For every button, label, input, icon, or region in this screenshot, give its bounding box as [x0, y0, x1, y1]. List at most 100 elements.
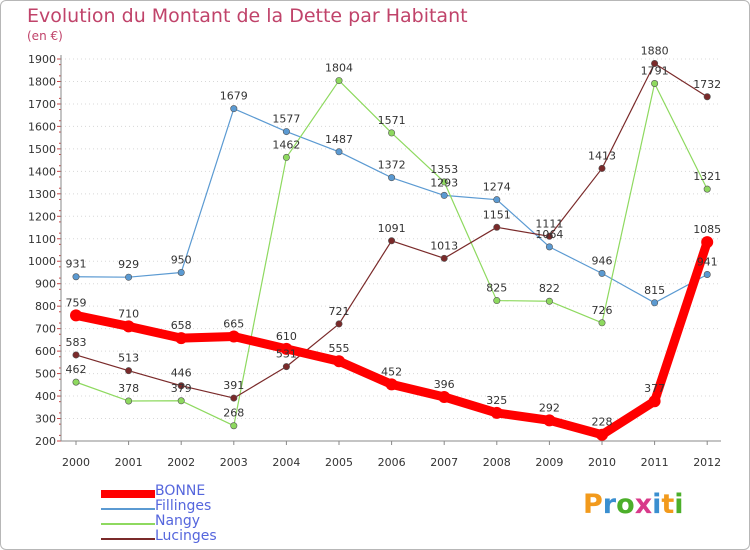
data-label: 268 — [223, 407, 244, 420]
data-label: 391 — [223, 379, 244, 392]
data-label: 946 — [592, 254, 613, 267]
data-label: 325 — [486, 394, 507, 407]
x-tick-label: 2008 — [483, 456, 511, 469]
data-point — [703, 270, 711, 278]
data-point — [280, 342, 293, 355]
data-label: 378 — [118, 382, 139, 395]
data-point — [335, 320, 343, 328]
y-tick-label: 1000 — [28, 255, 56, 268]
data-point — [651, 299, 659, 307]
y-tick-label: 1400 — [28, 165, 56, 178]
x-tick-label: 2012 — [693, 456, 721, 469]
data-point — [543, 414, 556, 427]
data-point — [701, 236, 714, 249]
y-tick-label: 300 — [35, 413, 56, 426]
proxiti-logo: Proxiti — [583, 489, 684, 520]
data-label: 658 — [171, 319, 192, 332]
data-point — [122, 320, 135, 333]
logo-letter: P — [583, 489, 603, 520]
data-point — [598, 319, 606, 327]
legend-swatch — [101, 508, 155, 510]
y-tick-label: 700 — [35, 323, 56, 336]
y-tick-label: 1500 — [28, 143, 56, 156]
y-tick-label: 900 — [35, 278, 56, 291]
data-label: 1293 — [430, 176, 458, 189]
data-label: 941 — [697, 255, 718, 268]
y-tick-label: 800 — [35, 300, 56, 313]
data-label: 1732 — [693, 78, 721, 91]
y-tick-label: 400 — [35, 390, 56, 403]
data-point — [282, 128, 290, 136]
data-label: 1353 — [430, 163, 458, 176]
data-label: 710 — [118, 307, 139, 320]
data-point — [598, 164, 606, 172]
x-tick-label: 2005 — [325, 456, 353, 469]
x-tick-label: 2010 — [588, 456, 616, 469]
data-point — [388, 237, 396, 245]
data-point — [651, 59, 659, 67]
data-label: 1085 — [693, 223, 721, 236]
data-point — [545, 243, 553, 251]
legend-label: Fillinges — [155, 498, 212, 514]
data-point — [703, 93, 711, 101]
data-label: 665 — [223, 318, 244, 331]
data-point — [493, 223, 501, 231]
x-tick-label: 2000 — [62, 456, 90, 469]
data-label: 396 — [434, 378, 455, 391]
data-point — [598, 269, 606, 277]
data-label: 759 — [66, 296, 87, 309]
data-point — [72, 273, 80, 281]
chart-unit: (en €) — [27, 29, 63, 43]
data-label: 513 — [118, 352, 139, 365]
data-point — [545, 232, 553, 240]
data-point — [230, 422, 238, 430]
data-label: 825 — [486, 282, 507, 295]
data-label: 379 — [171, 382, 192, 395]
data-label: 452 — [381, 365, 402, 378]
data-label: 446 — [171, 367, 192, 380]
y-tick-label: 1300 — [28, 188, 56, 201]
y-tick-label: 1600 — [28, 120, 56, 133]
data-label: 377 — [644, 382, 665, 395]
data-label: 1804 — [325, 62, 353, 75]
data-label: 462 — [66, 363, 87, 376]
data-point — [227, 330, 240, 343]
y-tick-label: 1200 — [28, 210, 56, 223]
data-label: 610 — [276, 330, 297, 343]
data-label: 1372 — [378, 159, 406, 172]
data-label: 1791 — [641, 64, 669, 77]
data-point — [282, 153, 290, 161]
data-label: 583 — [66, 336, 87, 349]
logo-letter: i — [652, 489, 662, 520]
data-point — [177, 268, 185, 276]
data-point — [438, 390, 451, 403]
data-point — [230, 105, 238, 113]
data-point — [440, 191, 448, 199]
y-tick-label: 1100 — [28, 233, 56, 246]
data-label: 1413 — [588, 149, 616, 162]
data-point — [385, 378, 398, 391]
x-tick-label: 2001 — [115, 456, 143, 469]
data-point — [335, 77, 343, 85]
data-point — [177, 382, 185, 390]
logo-letter: o — [616, 489, 635, 520]
x-tick-label: 2002 — [167, 456, 195, 469]
data-point — [440, 178, 448, 186]
x-tick-label: 2009 — [535, 456, 563, 469]
data-point — [388, 129, 396, 137]
data-label: 1462 — [272, 138, 300, 151]
y-tick-label: 1700 — [28, 98, 56, 111]
chart-title: Evolution du Montant de la Dette par Hab… — [27, 5, 468, 27]
data-label: 929 — [118, 258, 139, 271]
data-point — [651, 79, 659, 87]
legend-label: Lucinges — [155, 528, 217, 544]
legend-swatch — [101, 490, 155, 498]
data-label: 1679 — [220, 90, 248, 103]
data-label: 1151 — [483, 208, 511, 221]
data-point — [493, 297, 501, 305]
data-point — [333, 355, 345, 368]
data-point — [493, 196, 501, 204]
y-tick-label: 600 — [35, 345, 56, 358]
